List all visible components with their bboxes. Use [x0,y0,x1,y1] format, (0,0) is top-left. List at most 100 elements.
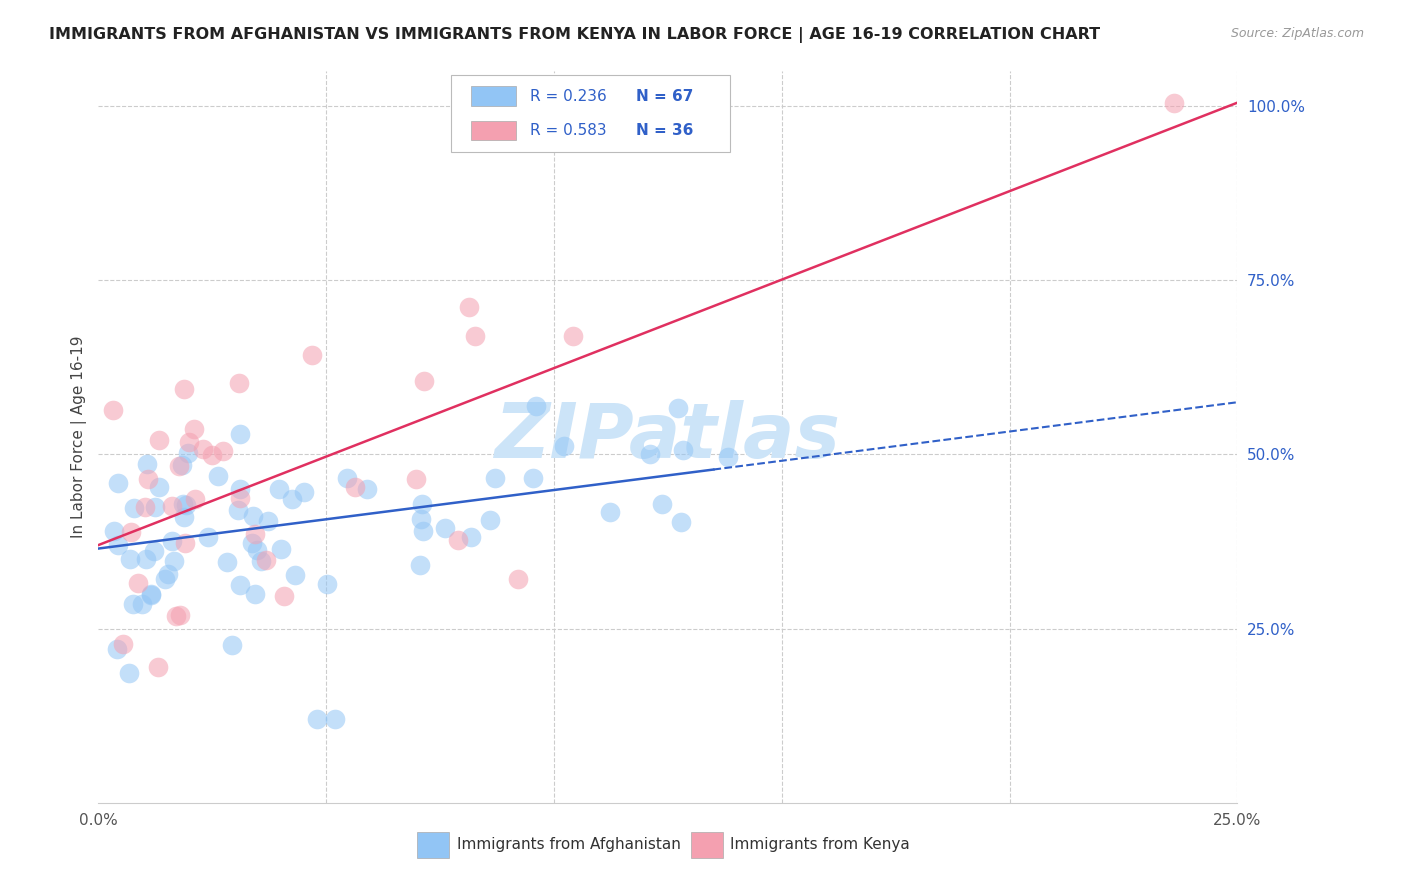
Point [243,586,266,600]
FancyBboxPatch shape [471,121,516,140]
Point [173,382,195,396]
Point [1163,95,1185,110]
Point [668,401,690,415]
Point [153,572,176,586]
Point [165,609,187,624]
Point [101,403,124,417]
Point [447,533,470,548]
Text: ZIPatlas: ZIPatlas [495,401,841,474]
Point [356,482,378,496]
Point [162,533,184,548]
Point [167,458,190,473]
Point [599,505,621,519]
Point [103,524,125,538]
Text: Immigrants from Kenya: Immigrants from Kenya [731,837,910,852]
Point [111,637,134,651]
Point [221,639,243,653]
Point [344,480,367,494]
FancyBboxPatch shape [471,87,516,105]
Point [464,329,486,343]
Text: IMMIGRANTS FROM AFGHANISTAN VS IMMIGRANTS FROM KENYA IN LABOR FORCE | AGE 16-19 : IMMIGRANTS FROM AFGHANISTAN VS IMMIGRANT… [49,27,1101,43]
Point [246,543,269,558]
Point [506,572,529,586]
Point [148,433,170,447]
FancyBboxPatch shape [690,832,723,858]
Point [135,551,157,566]
Point [256,514,278,528]
Point [107,475,129,490]
Point [207,469,229,483]
Point [651,497,673,511]
Point [479,513,502,527]
Point [553,439,575,453]
Point [139,588,162,602]
Point [307,712,329,726]
Point [173,510,195,524]
Point [315,576,337,591]
Point [122,597,145,611]
Point [229,491,252,506]
Y-axis label: In Labor Force | Age 16-19: In Labor Force | Age 16-19 [72,335,87,539]
Point [409,558,432,572]
Point [105,641,128,656]
Point [177,445,200,459]
Point [191,442,214,456]
Point [323,712,346,726]
Point [245,526,267,541]
Text: N = 67: N = 67 [636,88,693,103]
Point [172,458,194,472]
Point [672,443,695,458]
Text: N = 36: N = 36 [636,123,693,138]
Point [292,485,315,500]
Point [270,542,292,557]
Point [228,482,250,496]
Point [127,575,149,590]
Point [174,498,197,512]
Point [434,521,457,535]
Point [197,530,219,544]
Point [143,500,166,515]
Point [139,587,162,601]
Point [242,509,264,524]
Point [217,555,239,569]
Point [228,376,250,391]
Point [131,597,153,611]
Point [240,536,263,550]
Point [717,450,740,465]
Point [250,554,273,568]
Point [183,422,205,436]
Point [457,300,479,314]
Point [174,536,197,550]
Point [184,492,207,507]
Point [273,589,295,603]
Point [460,531,482,545]
Point [284,568,307,582]
Point [146,659,169,673]
FancyBboxPatch shape [451,75,731,152]
Point [229,427,252,442]
Point [336,471,359,485]
Text: R = 0.236: R = 0.236 [530,88,607,103]
Point [229,578,252,592]
Point [301,348,323,362]
Point [211,443,233,458]
Point [484,471,506,485]
Point [281,492,304,507]
Text: R = 0.583: R = 0.583 [530,123,606,138]
Point [148,480,170,494]
Text: Immigrants from Afghanistan: Immigrants from Afghanistan [457,837,681,852]
Point [136,458,159,472]
FancyBboxPatch shape [418,832,449,858]
Point [562,329,585,343]
Point [157,566,180,581]
Point [412,524,434,538]
Point [134,500,156,514]
Point [117,665,139,680]
Point [524,399,547,413]
Point [638,447,661,461]
Point [177,434,200,449]
Point [160,499,183,513]
Point [409,511,432,525]
Point [107,538,129,552]
Point [200,448,222,462]
